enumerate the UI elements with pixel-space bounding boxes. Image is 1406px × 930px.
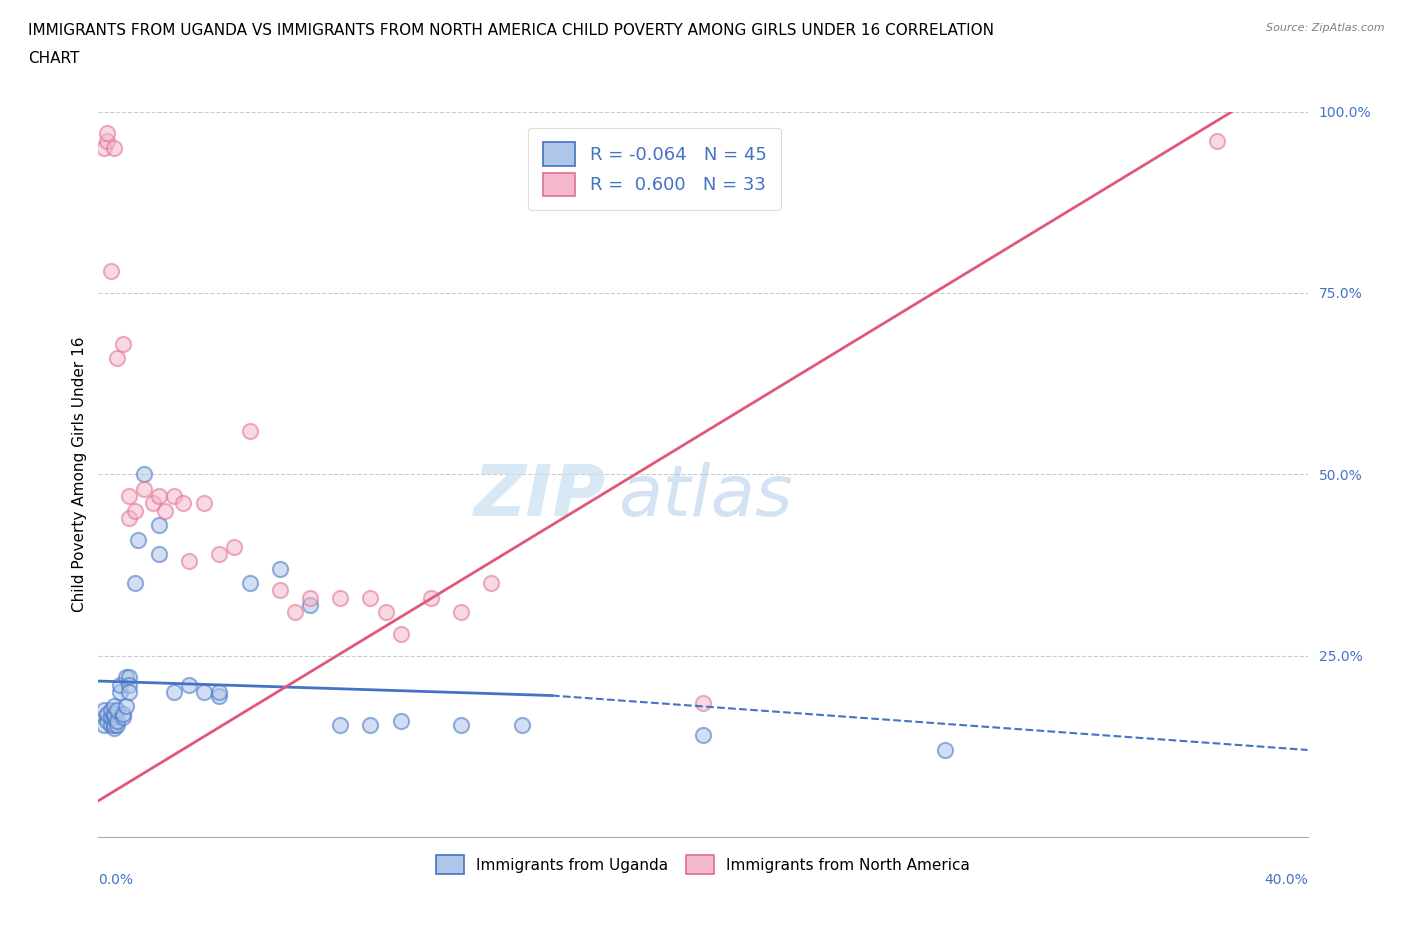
Point: [172, 496, 194, 511]
Point: [100, 703, 122, 718]
Point: [389, 627, 412, 642]
Point: [269, 561, 291, 576]
Point: [374, 604, 396, 619]
Point: [132, 482, 155, 497]
Point: [224, 539, 246, 554]
Point: [93, 717, 115, 732]
Point: [108, 677, 131, 692]
Point: [510, 717, 533, 732]
Point: [96, 706, 118, 721]
Point: [111, 706, 134, 721]
Point: [360, 717, 382, 732]
Point: [111, 710, 134, 724]
Point: [299, 591, 322, 605]
Point: [389, 713, 412, 728]
Point: [329, 591, 352, 605]
Point: [103, 699, 125, 714]
Point: [127, 532, 149, 547]
Point: [208, 684, 231, 699]
Point: [481, 576, 503, 591]
Point: [105, 717, 128, 732]
Point: [105, 351, 128, 365]
Point: [450, 604, 472, 619]
Point: [450, 717, 472, 732]
Point: [284, 604, 307, 619]
Point: [103, 140, 125, 155]
Point: [269, 583, 291, 598]
Point: [111, 337, 134, 352]
Point: [132, 467, 155, 482]
Point: [179, 554, 201, 569]
Point: [1206, 133, 1229, 148]
Text: CHART: CHART: [28, 51, 80, 66]
Text: Source: ZipAtlas.com: Source: ZipAtlas.com: [1267, 23, 1385, 33]
Point: [93, 140, 115, 155]
Point: [100, 710, 122, 724]
Point: [118, 684, 141, 699]
Y-axis label: Child Poverty Among Girls Under 16: Child Poverty Among Girls Under 16: [72, 337, 87, 612]
Text: IMMIGRANTS FROM UGANDA VS IMMIGRANTS FROM NORTH AMERICA CHILD POVERTY AMONG GIRL: IMMIGRANTS FROM UGANDA VS IMMIGRANTS FRO…: [28, 23, 994, 38]
Point: [239, 576, 262, 591]
Text: 0.0%: 0.0%: [98, 873, 134, 887]
Point: [360, 591, 382, 605]
Point: [193, 684, 215, 699]
Point: [142, 496, 165, 511]
Point: [103, 721, 125, 736]
Point: [118, 670, 141, 684]
Point: [208, 688, 231, 703]
Legend: Immigrants from Uganda, Immigrants from North America: Immigrants from Uganda, Immigrants from …: [430, 849, 976, 880]
Point: [124, 503, 146, 518]
Point: [96, 713, 118, 728]
Point: [329, 717, 352, 732]
Point: [148, 488, 170, 503]
Point: [163, 488, 186, 503]
Point: [692, 696, 714, 711]
Point: [118, 488, 141, 503]
Point: [208, 547, 231, 562]
Point: [934, 742, 956, 757]
Point: [692, 728, 714, 743]
Point: [93, 710, 115, 724]
Point: [148, 547, 170, 562]
Point: [124, 576, 146, 591]
Point: [299, 597, 322, 612]
Point: [100, 717, 122, 732]
Point: [239, 423, 262, 438]
Point: [103, 717, 125, 732]
Point: [118, 511, 141, 525]
Point: [100, 264, 122, 279]
Point: [153, 503, 176, 518]
Point: [193, 496, 215, 511]
Point: [420, 591, 443, 605]
Point: [118, 677, 141, 692]
Text: ZIP: ZIP: [474, 461, 606, 530]
Point: [163, 684, 186, 699]
Text: 40.0%: 40.0%: [1264, 873, 1308, 887]
Point: [103, 710, 125, 724]
Point: [93, 703, 115, 718]
Text: atlas: atlas: [619, 461, 793, 530]
Point: [114, 670, 136, 684]
Point: [114, 699, 136, 714]
Point: [179, 677, 201, 692]
Point: [103, 706, 125, 721]
Point: [105, 703, 128, 718]
Point: [96, 133, 118, 148]
Point: [105, 713, 128, 728]
Point: [96, 126, 118, 140]
Point: [148, 518, 170, 533]
Point: [108, 684, 131, 699]
